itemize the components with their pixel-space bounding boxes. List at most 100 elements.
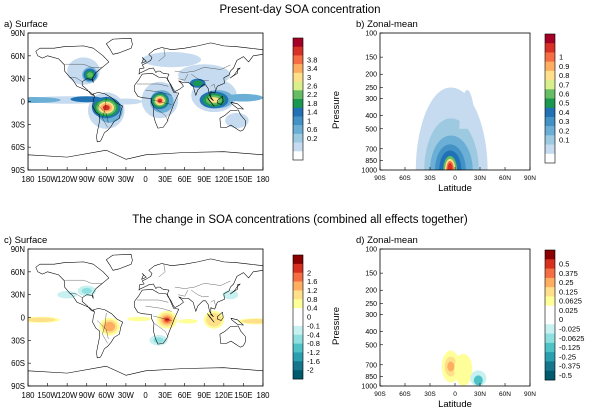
y-tick-label: 60N xyxy=(11,268,25,277)
country-border xyxy=(158,264,166,278)
x-tick-label: 120W xyxy=(57,391,78,400)
y-tick-label: 100 xyxy=(365,31,377,38)
coastline xyxy=(207,313,215,323)
coastline xyxy=(230,283,241,295)
country-border xyxy=(102,96,108,128)
x-tick-label: 30S xyxy=(424,391,436,398)
y-tick-label: 850 xyxy=(365,158,377,165)
colorbar-tick-label: 0.4 xyxy=(559,108,569,117)
x-tick-label: 30N xyxy=(474,175,486,182)
colorbar-swatch xyxy=(545,52,555,62)
y-tick-label: 500 xyxy=(365,342,377,349)
panel-d-plot xyxy=(441,350,487,386)
coastline xyxy=(35,45,110,96)
x-tick-label: 90E xyxy=(197,391,211,400)
colorbar-swatch xyxy=(293,352,303,362)
x-tick-label: 30W xyxy=(118,175,135,184)
country-border xyxy=(69,292,83,298)
y-tick-label: 0 xyxy=(21,314,26,323)
colorbar-swatch xyxy=(545,315,555,325)
x-tick-label: 90W xyxy=(79,175,96,184)
colorbar-tick-label: 0 xyxy=(559,315,563,324)
colorbar-swatch xyxy=(293,334,303,344)
x-tick-label: 150W xyxy=(37,175,58,184)
colorbar-swatch xyxy=(545,126,555,136)
colorbar-tick-label: 0.0625 xyxy=(559,297,582,306)
y-tick-label: 30N xyxy=(11,291,25,300)
y-tick-label: 90N xyxy=(11,245,25,254)
y-tick-label: 0 xyxy=(21,98,26,107)
colorbar-swatch xyxy=(545,333,555,344)
y-tick-label: 500 xyxy=(365,126,377,133)
country-border xyxy=(69,76,83,82)
colorbar-swatch xyxy=(545,61,555,72)
x-tick-label: 60N xyxy=(499,391,511,398)
panel-d-ylabel: Pressure xyxy=(331,307,342,345)
panel-d: d) Zonal-mean 90S 60S 30S 0 30N 60N 90N 100 150 2… xyxy=(331,235,584,410)
x-tick-label: 60S xyxy=(399,391,411,398)
x-tick-label: 120E xyxy=(215,175,233,184)
coastline xyxy=(138,42,263,101)
heat-feature xyxy=(102,105,110,111)
country-border xyxy=(145,305,172,312)
coastline xyxy=(92,308,123,359)
x-tick-label: 30N xyxy=(474,391,486,398)
colorbar-swatch xyxy=(293,133,303,143)
change-feature xyxy=(57,290,77,299)
colorbar-swatch xyxy=(293,343,303,353)
heat-area xyxy=(225,112,249,129)
colorbar-swatch xyxy=(545,153,555,164)
colorbar-swatch xyxy=(293,64,303,74)
colorbar-tick-label: -1.6 xyxy=(307,357,320,366)
colorbar-swatch xyxy=(293,46,303,56)
colorbar-swatch xyxy=(293,151,303,161)
y-tick-label: 90N xyxy=(11,29,25,38)
x-tick-label: 90N xyxy=(524,175,536,182)
heat-feature xyxy=(87,72,93,78)
colorbar-tick-label: 0.8 xyxy=(559,71,569,80)
colorbar-swatch xyxy=(293,281,303,291)
colorbar-tick-label: 0.6 xyxy=(307,125,317,134)
change-feature xyxy=(81,287,93,294)
colorbar-tick-label: 3.8 xyxy=(307,55,317,64)
coastline xyxy=(230,318,244,326)
country-border xyxy=(137,83,169,87)
colorbar-border xyxy=(292,37,304,161)
colorbar-tick-label: 0.3 xyxy=(559,117,569,126)
colorbar-swatch xyxy=(293,81,303,91)
colorbar-tick-label: 2.6 xyxy=(307,82,317,91)
colorbar-swatch xyxy=(545,34,555,44)
colorbar-swatch xyxy=(293,290,303,300)
y-tick-label: 90S xyxy=(11,166,25,175)
colorbar-tick-label: 0.1 xyxy=(559,136,569,145)
panel-d-colorbar: 0.50.3750.250.1250.06250.0250-0.025-0.06… xyxy=(544,249,584,381)
coastline xyxy=(219,109,246,132)
x-tick-label: 0 xyxy=(143,175,148,184)
country-border xyxy=(154,323,169,338)
colorbar-swatch xyxy=(293,317,303,327)
y-tick-label: 400 xyxy=(365,329,377,336)
x-tick-label: 180 xyxy=(256,391,270,400)
coastline xyxy=(106,38,133,55)
coastline xyxy=(217,311,224,321)
colorbar-swatch xyxy=(545,342,555,353)
panel-b-xlabel: Latitude xyxy=(438,183,472,194)
country-border xyxy=(158,48,166,62)
country-border xyxy=(137,299,169,303)
colorbar-tick-label: 1.2 xyxy=(307,286,317,295)
colorbar-swatch xyxy=(293,107,303,117)
coastline xyxy=(106,254,133,271)
y-tick-label: 200 xyxy=(365,72,377,79)
zonal-contour xyxy=(447,163,453,170)
panel-b-axes: 90S 60S 30S 0 30N 60N 90N 100 150 200 250 300 400 500… xyxy=(361,31,536,183)
heat-area xyxy=(178,64,231,86)
colorbar-tick-label: 0.2 xyxy=(307,134,317,143)
colorbar-tick-label: 0.25 xyxy=(559,278,574,287)
change-feature xyxy=(127,316,151,322)
y-tick-label: 30S xyxy=(11,336,25,345)
colorbar-swatch xyxy=(293,325,303,336)
colorbar-swatch xyxy=(545,250,555,260)
colorbar-border xyxy=(544,33,556,164)
country-border xyxy=(210,299,217,308)
